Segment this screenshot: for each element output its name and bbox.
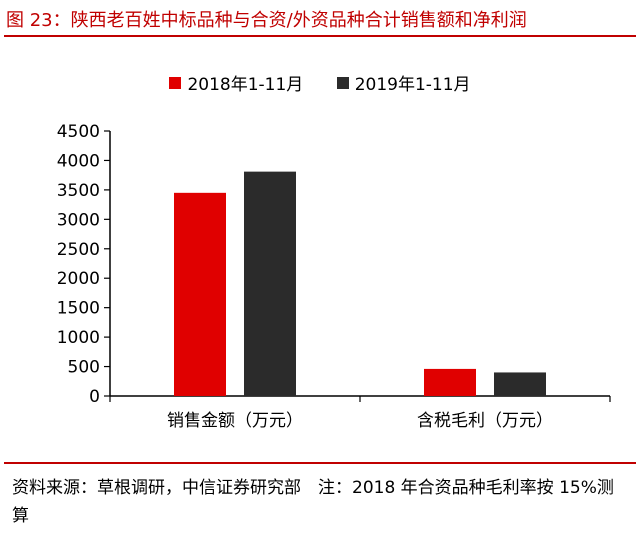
- figure-title: 图 23：陕西老百姓中标品种与合资/外资品种合计销售额和净利润: [6, 10, 527, 31]
- chart-legend: 2018年1-11月 2019年1-11月: [0, 70, 640, 95]
- bar-2018-sales: [174, 192, 226, 396]
- bar-2019-gross-profit: [494, 372, 546, 396]
- y-tick-label: 3000: [57, 210, 100, 230]
- footer-divider: [4, 462, 636, 464]
- y-tick-label: 4000: [57, 151, 100, 171]
- legend-label-2018: 2018年1-11月: [187, 75, 304, 95]
- bar-2019-sales: [244, 171, 296, 396]
- bar-2018-gross-profit: [424, 368, 476, 396]
- y-tick-label: 1000: [57, 328, 100, 348]
- y-tick-label: 3500: [57, 181, 100, 201]
- y-tick-label: 4500: [57, 122, 100, 142]
- x-category-label: 含税毛利（万元）: [417, 411, 553, 431]
- y-tick-label: 1500: [57, 299, 100, 319]
- title-divider: [4, 35, 636, 37]
- bar-chart: 0 500 1000 1500 2000 2500 3000 3500 4000 4500 销售金额…: [57, 122, 611, 431]
- y-tick-label: 0: [89, 387, 100, 407]
- legend-item-2019: 2019年1-11月: [336, 70, 471, 95]
- x-category-label: 销售金额（万元）: [167, 411, 303, 431]
- y-tick-label: 2000: [57, 269, 100, 289]
- y-tick-label: 500: [68, 358, 100, 378]
- source-note: 资料来源：草根调研，中信证券研究部 注：2018 年合资品种毛利率按 15%测算: [12, 478, 614, 526]
- legend-swatch-2018: [169, 76, 182, 89]
- legend-item-2018: 2018年1-11月: [169, 70, 303, 95]
- y-tick-label: 2500: [57, 240, 100, 260]
- legend-label-2019: 2019年1-11月: [354, 75, 471, 95]
- legend-swatch-2019: [336, 76, 349, 89]
